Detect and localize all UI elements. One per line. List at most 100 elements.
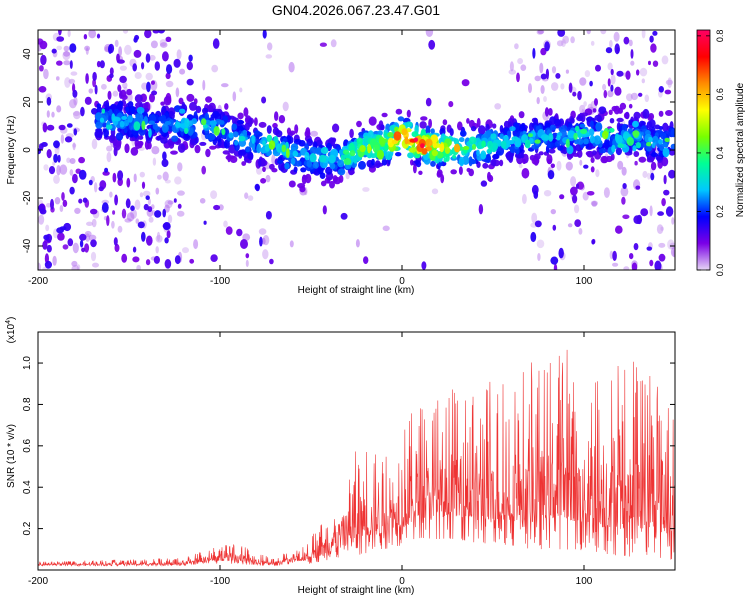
- heatmap-cell: [592, 108, 597, 113]
- heatmap-cell: [136, 265, 141, 270]
- heatmap-cell: [111, 113, 116, 123]
- heatmap-cell: [575, 183, 580, 189]
- heatmap-cell: [482, 162, 489, 169]
- heatmap-cell: [634, 160, 638, 166]
- heatmap-cell: [121, 253, 128, 263]
- heatmap-cell: [458, 166, 463, 175]
- heatmap-cell: [186, 93, 195, 102]
- heatmap-cell: [121, 208, 127, 219]
- heatmap-cell: [261, 237, 266, 245]
- heatmap-cell: [309, 153, 317, 163]
- heatmap-cell: [205, 96, 213, 103]
- heatmap-cell: [101, 199, 110, 205]
- heatmap-cell: [72, 173, 78, 184]
- x-tick-label: 100: [576, 576, 593, 587]
- heatmap-cell: [547, 142, 551, 148]
- heatmap-cell: [84, 243, 90, 253]
- heatmap-cell: [488, 146, 492, 153]
- heatmap-cell: [628, 103, 633, 109]
- heatmap-cell: [209, 120, 217, 126]
- heatmap-cell: [267, 42, 273, 51]
- heatmap-cell: [616, 117, 624, 123]
- heatmap-cell: [38, 86, 47, 93]
- heatmap-cell: [71, 260, 78, 267]
- heatmap-cell: [244, 122, 250, 131]
- heatmap-cell: [367, 143, 372, 154]
- heatmap-cell: [189, 258, 195, 264]
- heatmap-cell: [625, 70, 631, 80]
- heatmap-cell: [658, 110, 664, 117]
- heatmap-cell: [57, 232, 65, 241]
- heatmap-cell: [636, 214, 643, 225]
- heatmap-cell: [254, 183, 260, 191]
- heatmap-cell: [425, 138, 433, 147]
- heatmap-cell: [194, 136, 199, 144]
- heatmap-cell: [661, 198, 666, 207]
- heatmap-cell: [231, 123, 238, 131]
- heatmap-cell: [286, 148, 290, 159]
- heatmap-cell: [86, 221, 93, 226]
- heatmap-cell: [648, 60, 651, 66]
- heatmap-cell: [241, 161, 247, 166]
- heatmap-cell: [543, 96, 547, 102]
- colorbar-ticks: 0.0 0.2 0.4 0.6 0.8: [697, 30, 725, 276]
- heatmap-cell: [319, 42, 327, 47]
- heatmap-cell: [165, 36, 172, 42]
- heatmap-cell: [583, 164, 589, 169]
- heatmap-cell: [50, 198, 54, 210]
- heatmap-cell: [332, 123, 340, 133]
- heatmap-cell: [315, 147, 323, 155]
- heatmap-cell: [540, 47, 547, 56]
- heatmap-cell: [453, 143, 461, 153]
- heatmap-cell: [134, 72, 142, 79]
- heatmap-cell: [671, 217, 675, 225]
- heatmap-cell: [522, 193, 527, 205]
- heatmap-cell: [187, 114, 194, 120]
- heatmap-cell: [548, 132, 554, 142]
- heatmap-cell: [524, 139, 531, 149]
- heatmap-cell: [221, 128, 226, 136]
- heatmap-cell: [51, 48, 57, 54]
- heatmap-cell: [145, 53, 151, 63]
- heatmap-cell: [59, 164, 68, 175]
- heatmap-cell: [487, 140, 494, 149]
- heatmap-cell: [507, 140, 515, 145]
- heatmap-cell: [222, 150, 230, 155]
- heatmap-cell: [266, 134, 273, 143]
- heatmap-cell: [614, 86, 622, 96]
- heatmap-cell: [419, 121, 427, 129]
- heatmap-cell: [133, 49, 142, 58]
- heatmap-cell: [112, 172, 117, 183]
- heatmap-cell: [141, 120, 146, 131]
- heatmap-cell: [157, 174, 162, 180]
- heatmap-y-ticks: -40 -20 0 20 40: [22, 48, 675, 253]
- heatmap-cell: [490, 133, 497, 140]
- heatmap-cell: [141, 231, 146, 242]
- heatmap-cell: [401, 128, 408, 136]
- heatmap-cell: [142, 190, 151, 197]
- heatmap-cell: [590, 166, 595, 173]
- heatmap-cell: [179, 108, 186, 114]
- heatmap-cell: [670, 143, 675, 150]
- heatmap-cell: [341, 145, 350, 151]
- heatmap-cell: [262, 166, 266, 172]
- heatmap-cell: [430, 160, 436, 167]
- heatmap-cell: [543, 190, 552, 197]
- svg-text:(x104): (x104): [5, 317, 17, 344]
- heatmap-cell: [395, 152, 402, 157]
- heatmap-cell: [154, 61, 160, 71]
- heatmap-cell: [329, 180, 335, 189]
- heatmap-cell: [114, 39, 119, 48]
- heatmap-cell: [48, 166, 56, 175]
- heatmap-cell: [72, 89, 78, 98]
- heatmap-cell: [78, 169, 87, 180]
- heatmap-cell: [385, 151, 393, 161]
- heatmap-cell: [141, 62, 145, 70]
- heatmap-cell: [148, 54, 156, 61]
- snr-y-multiplier: (x104): [5, 317, 17, 344]
- heatmap-cell: [117, 100, 124, 107]
- heatmap-cell: [633, 111, 641, 120]
- heatmap-cell: [460, 130, 467, 137]
- heatmap-cell: [161, 158, 169, 168]
- heatmap-cell: [117, 84, 122, 92]
